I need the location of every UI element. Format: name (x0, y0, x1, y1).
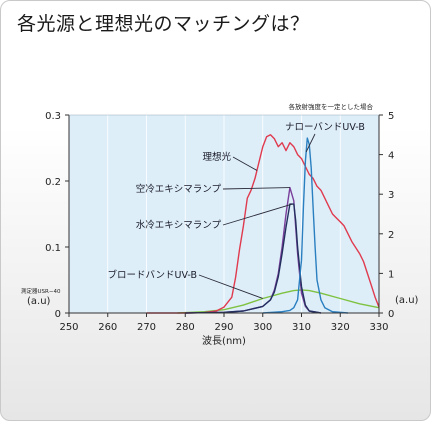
x-tick-label: 330 (369, 322, 388, 333)
left-axis-unit: (a.u) (27, 296, 51, 307)
x-tick-label: 280 (176, 322, 195, 333)
series-line (262, 137, 349, 314)
right-axis-unit: (a.u) (395, 295, 419, 306)
series-line (177, 289, 380, 314)
right-tick-label: 0 (388, 309, 394, 320)
axes: 250 260 270 280 290 300 310 320 330波長(nm)00.10.2… (21, 102, 419, 347)
series-line (185, 203, 322, 314)
right-tick-label: 1 (388, 269, 394, 280)
left-tick-label: 0.1 (45, 243, 61, 254)
right-tick-label: 2 (388, 230, 394, 241)
right-tick-label: 3 (388, 190, 394, 201)
annotation-label: 空冷エキシマランプ (136, 183, 222, 195)
x-tick-label: 300 (253, 322, 272, 333)
series-layer (146, 134, 380, 314)
annotation-label: ブロードバンドUV-B (108, 269, 197, 281)
x-tick-label: 260 (98, 322, 117, 333)
annotation-leader (222, 203, 293, 226)
page-title: 各光源と理想光のマッチングは？ (17, 13, 310, 35)
x-tick-label: 250 (59, 322, 78, 333)
right-tick-label: 5 (388, 111, 394, 122)
annotation-label: 理想光 (202, 151, 231, 163)
annotation-layer: ナローバンドUV-B 理想光空冷エキシマランプ水冷エキシマランプブロードバンドUV… (108, 122, 365, 299)
annotation-label: ナローバンドUV-B (285, 122, 365, 133)
x-tick-label: 290 (214, 322, 233, 333)
left-tick-label: 0.3 (45, 111, 61, 122)
annotation-leader (222, 187, 290, 190)
left-axis-caption: 測定器USR−40 (21, 287, 61, 295)
left-tick-label: 0 (55, 309, 61, 320)
annotation-leader (305, 133, 316, 153)
annotation-label: 水冷エキシマランプ (136, 219, 222, 231)
x-tick-label: 270 (137, 322, 156, 333)
x-tick-label: 310 (292, 322, 311, 333)
right-axis-caption: 各放射強度を一定とした場合 (289, 102, 374, 111)
annotation-leader (198, 274, 263, 299)
x-axis-label: 波長(nm) (202, 334, 246, 347)
annotation-leader (232, 156, 258, 171)
x-tick-label: 320 (331, 322, 350, 333)
left-tick-label: 0.2 (45, 177, 61, 188)
series-line (146, 134, 380, 314)
right-tick-label: 4 (388, 151, 394, 162)
